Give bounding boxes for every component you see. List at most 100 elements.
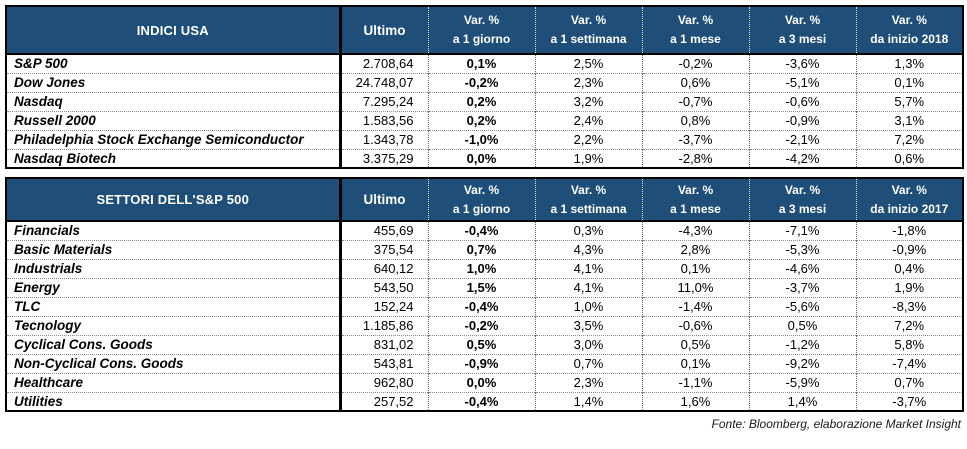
table-row: Utilities 257,52 -0,4% 1,4% 1,6% 1,4% -3,7% xyxy=(6,391,963,411)
table-row: TLC 152,24 -0,4% 1,0% -1,4% -5,6% -8,3% xyxy=(6,296,963,316)
col-header-var: Var. % da inizio 2018 xyxy=(855,6,963,54)
var-value: 0,0% xyxy=(427,148,535,168)
var-value: -0,4% xyxy=(427,221,535,240)
row-label: Tecnology xyxy=(6,315,340,335)
var-value: -0,2% xyxy=(427,315,535,335)
var-value: -1,8% xyxy=(855,221,963,240)
ultimo-value: 3.375,29 xyxy=(338,148,428,168)
ultimo-value: 1.185,86 xyxy=(338,315,428,335)
var-value: -5,9% xyxy=(748,372,856,392)
table-row: Industrials 640,12 1,0% 4,1% 0,1% -4,6% 0,4% xyxy=(6,258,963,278)
var-value: 0,5% xyxy=(641,334,749,354)
var-value: 4,1% xyxy=(534,258,642,278)
var-value: -1,0% xyxy=(427,129,535,149)
var-value: 1,0% xyxy=(427,258,535,278)
col-header-var: Var. % a 1 giorno xyxy=(427,6,535,54)
table-row: Nasdaq Biotech 3.375,29 0,0% 1,9% -2,8% -4,2%… xyxy=(6,148,963,168)
var-value: 0,5% xyxy=(748,315,856,335)
var-value: 2,8% xyxy=(641,239,749,259)
var-value: 0,3% xyxy=(534,221,642,240)
var-value: -1,1% xyxy=(641,372,749,392)
var-value: 2,3% xyxy=(534,372,642,392)
ultimo-value: 24.748,07 xyxy=(338,72,428,92)
var-value: 0,4% xyxy=(855,258,963,278)
row-label: Basic Materials xyxy=(6,239,340,259)
var-value: -1,2% xyxy=(748,334,856,354)
settori-sp500-header: SETTORI DELL'S&P 500 Ultimo Var. % a 1 gior… xyxy=(6,178,963,221)
var-value: 3,0% xyxy=(534,334,642,354)
ultimo-value: 640,12 xyxy=(338,258,428,278)
var-value: 3,5% xyxy=(534,315,642,335)
var-value: 1,9% xyxy=(855,277,963,297)
var-value: 2,2% xyxy=(534,129,642,149)
var-value: 0,7% xyxy=(427,239,535,259)
var-value: -3,7% xyxy=(855,391,963,411)
var-value: -0,7% xyxy=(641,91,749,111)
var-value: 1,4% xyxy=(534,391,642,411)
var-value: 0,1% xyxy=(641,353,749,373)
col-header-var: Var. % a 1 settimana xyxy=(534,6,642,54)
ultimo-value: 543,50 xyxy=(338,277,428,297)
page: INDICI USA Ultimo Var. % a 1 giorno Var. % a … xyxy=(5,5,964,431)
row-label: Dow Jones xyxy=(6,72,340,92)
var-value: 0,7% xyxy=(855,372,963,392)
var-value: -0,4% xyxy=(427,391,535,411)
var-value: -1,4% xyxy=(641,296,749,316)
var-value: 0,1% xyxy=(641,258,749,278)
table-row: Tecnology 1.185,86 -0,2% 3,5% -0,6% 0,5% 7,2% xyxy=(6,315,963,335)
col-header-ultimo: Ultimo xyxy=(338,6,428,54)
ultimo-value: 152,24 xyxy=(338,296,428,316)
var-value: -7,1% xyxy=(748,221,856,240)
var-value: -2,8% xyxy=(641,148,749,168)
var-value: 0,5% xyxy=(427,334,535,354)
var-value: 4,1% xyxy=(534,277,642,297)
ultimo-value: 962,80 xyxy=(338,372,428,392)
col-header-var: Var. % a 1 mese xyxy=(641,6,749,54)
settori-sp500-table: SETTORI DELL'S&P 500 Ultimo Var. % a 1 gior… xyxy=(5,177,964,412)
indici-usa-body: S&P 500 2.708,64 0,1% 2,5% -0,2% -3,6% 1,3% Dow… xyxy=(6,54,963,168)
var-value: -0,4% xyxy=(427,296,535,316)
table-row: Nasdaq 7.295,24 0,2% 3,2% -0,7% -0,6% 5,7% xyxy=(6,91,963,111)
var-value: 5,8% xyxy=(855,334,963,354)
var-value: -0,9% xyxy=(427,353,535,373)
indici-usa-header: INDICI USA Ultimo Var. % a 1 giorno Var. % a … xyxy=(6,6,963,54)
var-value: 7,2% xyxy=(855,315,963,335)
var-value: -0,9% xyxy=(855,239,963,259)
var-value: 0,6% xyxy=(641,72,749,92)
ultimo-value: 7.295,24 xyxy=(338,91,428,111)
table-row: Energy 543,50 1,5% 4,1% 11,0% -3,7% 1,9% xyxy=(6,277,963,297)
var-value: -7,4% xyxy=(855,353,963,373)
table-row: Philadelphia Stock Exchange Semiconducto… xyxy=(6,129,963,149)
var-value: 0,2% xyxy=(427,91,535,111)
col-header-var: Var. % a 1 mese xyxy=(641,178,749,221)
var-value: 3,2% xyxy=(534,91,642,111)
var-value: -2,1% xyxy=(748,129,856,149)
var-value: -5,3% xyxy=(748,239,856,259)
table-row: S&P 500 2.708,64 0,1% 2,5% -0,2% -3,6% 1,3% xyxy=(6,54,963,73)
var-value: -0,2% xyxy=(427,72,535,92)
ultimo-value: 1.343,78 xyxy=(338,129,428,149)
ultimo-value: 375,54 xyxy=(338,239,428,259)
var-value: 0,7% xyxy=(534,353,642,373)
col-header-var: Var. % a 1 giorno xyxy=(427,178,535,221)
var-value: -4,6% xyxy=(748,258,856,278)
var-value: 2,4% xyxy=(534,110,642,130)
var-value: 11,0% xyxy=(641,277,749,297)
var-value: 0,0% xyxy=(427,372,535,392)
var-value: -3,7% xyxy=(641,129,749,149)
var-value: 3,1% xyxy=(855,110,963,130)
var-value: -3,7% xyxy=(748,277,856,297)
var-value: -5,1% xyxy=(748,72,856,92)
var-value: -5,6% xyxy=(748,296,856,316)
settori-sp500-body: Financials 455,69 -0,4% 0,3% -4,3% -7,1% -1,8%… xyxy=(6,221,963,411)
ultimo-value: 1.583,56 xyxy=(338,110,428,130)
table-row: Cyclical Cons. Goods 831,02 0,5% 3,0% 0,5% -1… xyxy=(6,334,963,354)
table-row: Russell 2000 1.583,56 0,2% 2,4% 0,8% -0,9% 3,1… xyxy=(6,110,963,130)
var-value: -0,6% xyxy=(748,91,856,111)
var-value: -0,2% xyxy=(641,54,749,73)
var-value: -3,6% xyxy=(748,54,856,73)
var-value: 0,6% xyxy=(855,148,963,168)
var-value: -4,2% xyxy=(748,148,856,168)
ultimo-value: 831,02 xyxy=(338,334,428,354)
row-label: Philadelphia Stock Exchange Semiconducto… xyxy=(6,129,340,149)
